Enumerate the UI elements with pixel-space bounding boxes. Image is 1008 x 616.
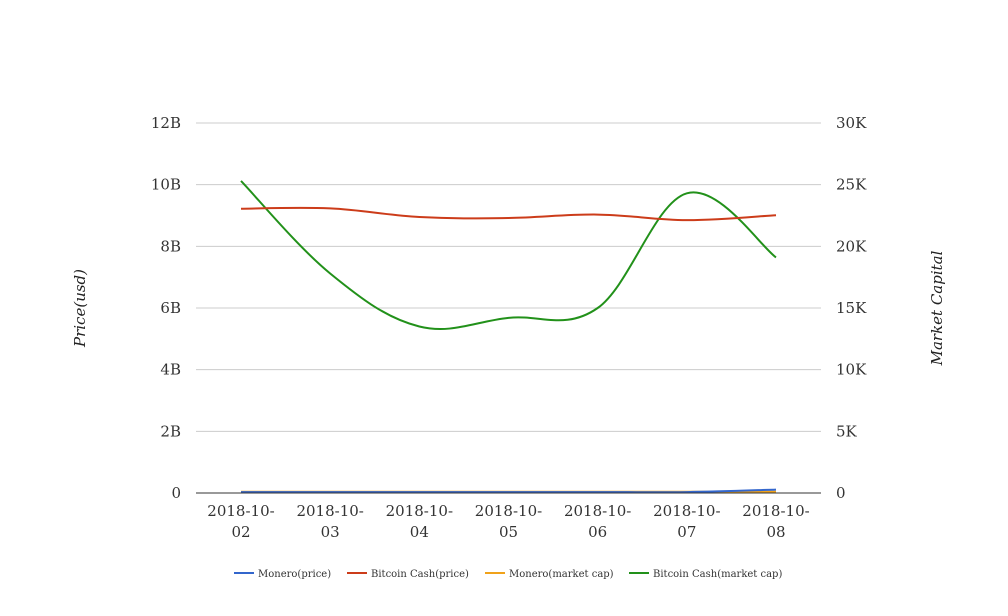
left-tick-label: 10B	[151, 176, 181, 194]
right-tick-label: 15K	[836, 299, 867, 317]
x-tick-label: 2018-10-02	[207, 502, 274, 541]
left-tick-label: 4B	[160, 361, 181, 379]
legend-label: Monero(market cap)	[509, 569, 614, 580]
left-tick-label: 0	[171, 484, 181, 502]
left-tick-label: 2B	[160, 422, 181, 440]
right-tick-label: 20K	[836, 237, 867, 255]
series-line-bitcoin-cash-market-cap	[240, 180, 777, 330]
right-tick-label: 5K	[836, 422, 858, 440]
left-axis-tick-labels: 0 2B 4B 6B 8B 10B 12B	[151, 114, 181, 502]
right-tick-label: 10K	[836, 361, 867, 379]
left-tick-label: 12B	[151, 114, 181, 132]
legend-label: Monero(price)	[258, 569, 331, 580]
x-tick-label: 2018-10-06	[564, 502, 631, 541]
x-tick-label: 2018-10-05	[475, 502, 542, 541]
x-tick-label: 2018-10-07	[653, 502, 720, 541]
right-tick-label: 0	[836, 484, 846, 502]
right-axis-title: Market Capital	[928, 250, 946, 366]
x-tick-label: 2018-10-03	[296, 502, 363, 541]
x-tick-label: 2018-10-04	[386, 502, 453, 541]
x-tick-label: 2018-10-08	[742, 502, 809, 541]
right-axis-tick-labels: 0 5K 10K 15K 20K 25K 30K	[836, 114, 867, 502]
legend: Monero(price) Bitcoin Cash(price) Monero(m…	[234, 569, 782, 580]
legend-label: Bitcoin Cash(market cap)	[653, 569, 782, 580]
right-tick-label: 25K	[836, 176, 867, 194]
left-tick-label: 6B	[160, 299, 181, 317]
series-lines	[240, 180, 777, 494]
right-tick-label: 30K	[836, 114, 867, 132]
legend-label: Bitcoin Cash(price)	[371, 569, 469, 580]
series-line-bitcoin-cash-price	[240, 206, 777, 222]
series-line-monero-price	[241, 488, 777, 494]
left-axis-title: Price(usd)	[71, 269, 89, 348]
x-axis-tick-labels: 2018-10-02 2018-10-03 2018-10-04 2018-10-05…	[207, 502, 809, 541]
gridlines	[196, 122, 821, 432]
left-tick-label: 8B	[160, 237, 181, 255]
